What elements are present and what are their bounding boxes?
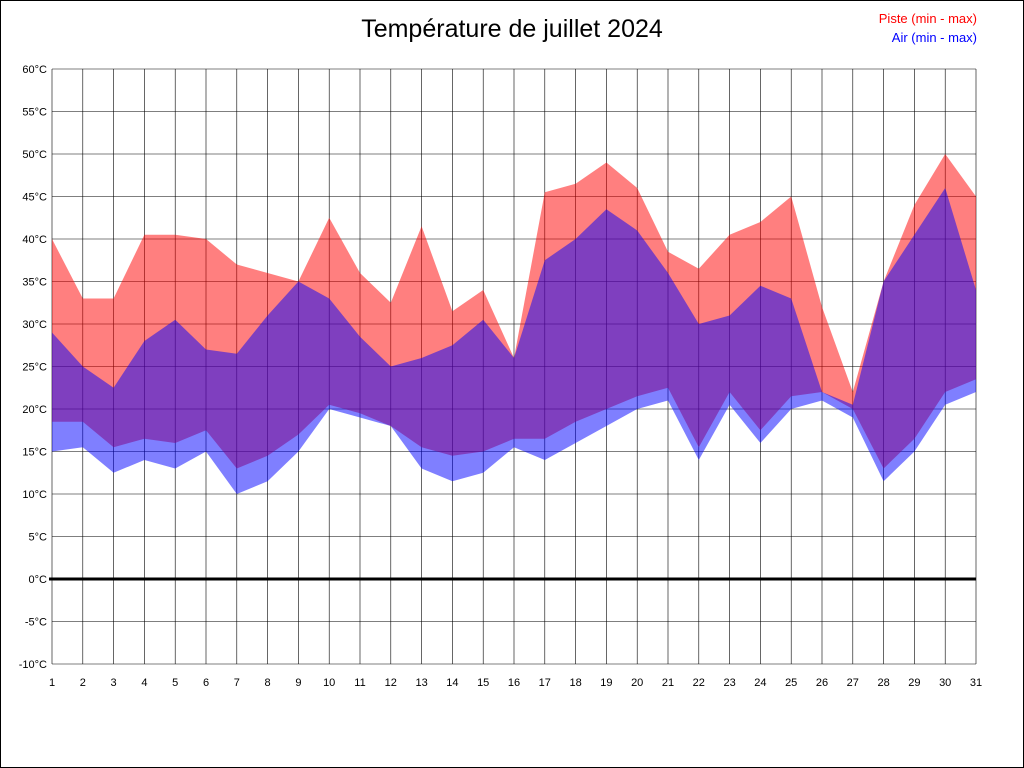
svg-text:20°C: 20°C	[22, 404, 47, 416]
svg-text:29: 29	[908, 677, 920, 689]
svg-text:-5°C: -5°C	[25, 617, 47, 629]
svg-text:21: 21	[662, 677, 674, 689]
svg-text:45°C: 45°C	[22, 192, 47, 204]
svg-text:60°C: 60°C	[22, 64, 47, 76]
svg-text:3: 3	[111, 677, 117, 689]
svg-text:19: 19	[600, 677, 612, 689]
svg-text:10°C: 10°C	[22, 489, 47, 501]
svg-text:55°C: 55°C	[22, 107, 47, 119]
svg-text:8: 8	[265, 677, 271, 689]
svg-text:6: 6	[203, 677, 209, 689]
svg-text:27: 27	[847, 677, 859, 689]
svg-text:10: 10	[323, 677, 335, 689]
svg-text:15: 15	[477, 677, 489, 689]
svg-text:4: 4	[141, 677, 147, 689]
svg-text:12: 12	[385, 677, 397, 689]
x-axis-labels: 1 2 3 4 5 6 7 8 9 10 11 12 13 14 15 16 17 18 19 20 21 22 23 24 2…	[49, 677, 982, 689]
svg-text:7: 7	[234, 677, 240, 689]
svg-text:18: 18	[569, 677, 581, 689]
svg-text:13: 13	[415, 677, 427, 689]
svg-text:23: 23	[723, 677, 735, 689]
svg-text:17: 17	[539, 677, 551, 689]
svg-text:1: 1	[49, 677, 55, 689]
svg-text:25°C: 25°C	[22, 362, 47, 374]
legend-piste-label: Piste (min - max)	[878, 11, 977, 26]
svg-text:0°C: 0°C	[29, 574, 48, 586]
chart-title: Température de juillet 2024	[361, 15, 663, 43]
svg-text:15°C: 15°C	[22, 447, 47, 459]
svg-text:20: 20	[631, 677, 643, 689]
svg-text:28: 28	[877, 677, 889, 689]
svg-text:9: 9	[295, 677, 301, 689]
svg-text:31: 31	[970, 677, 982, 689]
svg-text:25: 25	[785, 677, 797, 689]
svg-text:40°C: 40°C	[22, 234, 47, 246]
svg-text:16: 16	[508, 677, 520, 689]
svg-text:14: 14	[446, 677, 458, 689]
svg-text:30: 30	[939, 677, 951, 689]
svg-text:26: 26	[816, 677, 828, 689]
svg-text:24: 24	[754, 677, 766, 689]
svg-text:11: 11	[354, 677, 365, 689]
svg-text:22: 22	[693, 677, 705, 689]
air-minmax-band	[52, 188, 976, 494]
y-axis-labels: -10°C -5°C 0°C 5°C 10°C 15°C 20°C 25°C 30°C 35°C 4…	[19, 64, 47, 671]
svg-text:30°C: 30°C	[22, 319, 47, 331]
svg-text:-10°C: -10°C	[19, 659, 47, 671]
svg-text:5: 5	[172, 677, 178, 689]
legend-air-label: Air (min - max)	[891, 30, 977, 45]
svg-text:5°C: 5°C	[29, 532, 48, 544]
svg-text:35°C: 35°C	[22, 277, 47, 289]
svg-text:2: 2	[80, 677, 86, 689]
chart-legend: Piste (min - max) Air (min - max)	[879, 9, 977, 47]
svg-text:50°C: 50°C	[22, 149, 47, 161]
